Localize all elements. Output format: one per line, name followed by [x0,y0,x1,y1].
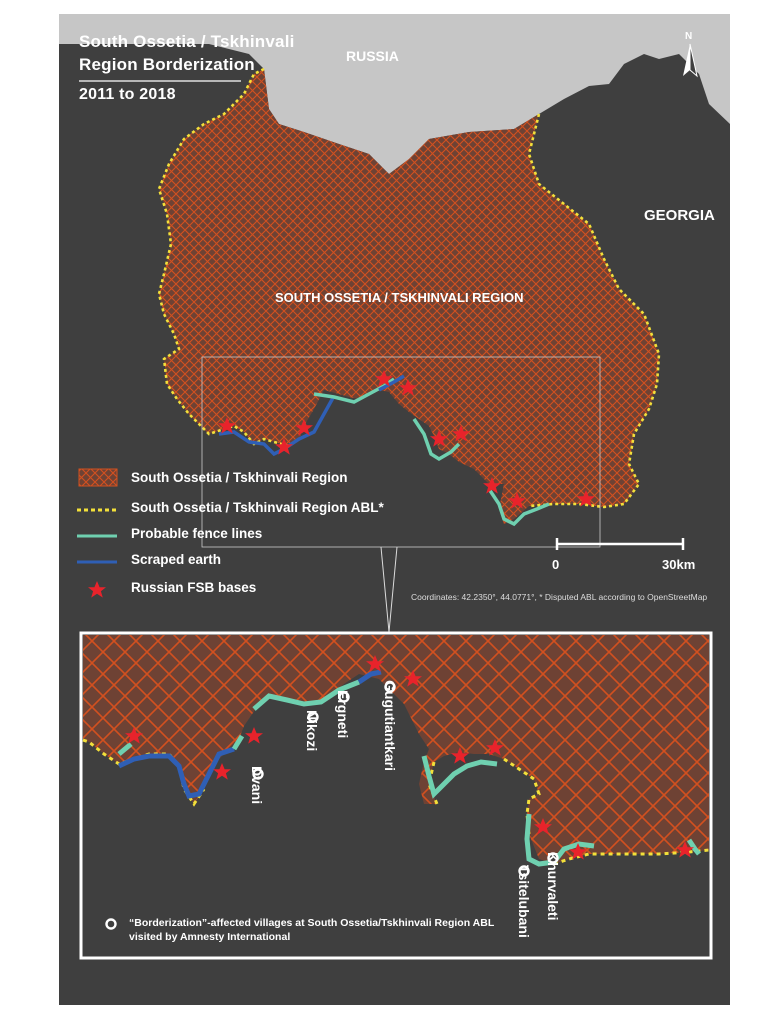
village-label-khurvaleti: Khurvaleti [545,852,561,921]
scale-bar [555,538,685,550]
legend-region-label: South Ossetia / Tskhinvali Region [131,470,348,485]
map-years: 2011 to 2018 [79,86,176,103]
village-label-ergneti: Ergneti [335,690,351,739]
inset-frame [79,631,713,960]
inset-outline [201,356,601,548]
map-title-line2: Region Borderization [79,55,255,74]
fence-line [412,418,461,462]
abl-line [157,67,661,509]
village-markers [105,681,559,930]
scale-end: 30km [662,557,696,572]
village-label-nikozi: Nikozi [304,710,320,752]
map-canvas [59,14,730,960]
fence-line [487,488,550,527]
region-area [159,69,659,524]
village-label-tsitelubani: Tsitelubani [516,865,532,938]
north-arrow-icon [683,43,698,78]
legend-abl-label: South Ossetia / Tskhinvali Region ABL* [131,500,384,515]
legend-region-swatch [78,468,118,487]
label-region: SOUTH OSSETIA / TSKHINVALI REGION [275,290,524,305]
map-title-line1: South Ossetia / Tskhinvali [79,32,295,51]
russia-area [59,14,730,174]
inset-map [81,633,711,958]
village-label-dvani: Dvani [249,766,265,805]
legend-fsb-star [88,581,106,598]
north-label: N [685,31,693,42]
coordinates-note: Coordinates: 42.2350°, 44.0771°, * Dispu… [411,592,708,602]
legend-fence-label: Probable fence lines [131,526,263,541]
village-label-gugutiantkari: Gugutiantkari [382,680,398,772]
label-georgia: GEORGIA [644,207,715,224]
scraped-line [378,374,405,392]
scraped-line [218,395,336,457]
legend-scraped-label: Scraped earth [131,552,222,567]
scale-start: 0 [552,557,560,572]
map-frame: South Ossetia / Tskhinvali Region Border… [59,14,730,1005]
label-russia: RUSSIA [346,48,399,64]
legend-fsb-label: Russian FSB bases [131,580,257,595]
inset-legend-text: “Borderization”-affected villages at Sou… [129,917,495,943]
